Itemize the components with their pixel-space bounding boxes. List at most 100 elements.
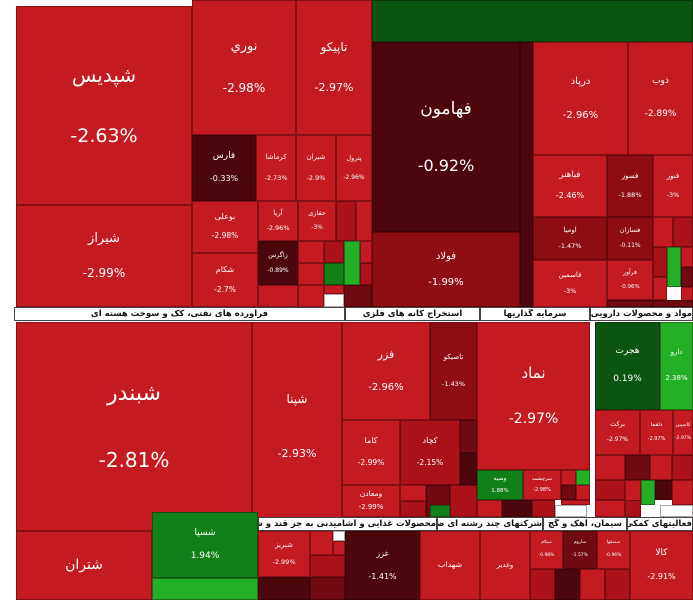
treemap-cell-micro[interactable] xyxy=(450,485,477,517)
treemap-cell[interactable]: زاگرس -0.89% xyxy=(258,241,298,285)
treemap-cell[interactable]: كرماشا -2.73% xyxy=(256,135,296,201)
treemap-cell[interactable]: ساروم -1.57% xyxy=(563,531,597,569)
treemap-cell-micro[interactable] xyxy=(324,263,344,285)
treemap-cell-micro[interactable] xyxy=(400,485,426,501)
treemap-cell-micro[interactable] xyxy=(298,285,324,307)
treemap-cell-micro[interactable] xyxy=(336,201,356,241)
treemap-cell[interactable]: شیران -2.9% xyxy=(296,135,336,201)
treemap-cell[interactable]: آریا -2.96% xyxy=(258,201,298,241)
treemap-cell-micro[interactable] xyxy=(460,453,477,485)
treemap-cell-micro[interactable] xyxy=(555,505,587,517)
treemap-cell[interactable]: فولاد -1.99% xyxy=(372,232,520,307)
treemap-cell[interactable]: کاما -2.99% xyxy=(342,420,400,485)
treemap-cell-micro[interactable] xyxy=(520,42,533,307)
treemap-cell-micro[interactable] xyxy=(653,277,667,300)
treemap-cell-micro[interactable] xyxy=(502,500,532,517)
treemap-cell-micro[interactable] xyxy=(477,500,502,517)
treemap-cell[interactable]: فسازان -0.11% xyxy=(607,217,653,260)
treemap-cell-micro[interactable] xyxy=(595,480,625,500)
treemap-cell[interactable]: تاصیکو -1.43% xyxy=(430,322,477,420)
treemap-cell-micro[interactable] xyxy=(460,420,477,453)
treemap-cell[interactable]: وصیه 1.88% xyxy=(477,470,523,500)
treemap-cell[interactable]: اومیا -1.47% xyxy=(533,217,607,260)
treemap-cell-micro[interactable] xyxy=(681,267,693,287)
treemap-cell-micro[interactable] xyxy=(667,247,681,287)
treemap-cell-micro[interactable] xyxy=(344,241,360,285)
treemap-cell[interactable]: هجرت 0.19% xyxy=(595,322,660,410)
treemap-cell-micro[interactable] xyxy=(555,569,580,600)
treemap-cell[interactable]: سصفها -0.96% xyxy=(597,531,630,569)
treemap-cell[interactable]: برکت -2.97% xyxy=(595,410,640,455)
treemap-cell[interactable]: دلقما -2.97% xyxy=(640,410,673,455)
treemap-cell-micro[interactable] xyxy=(258,577,310,600)
treemap-cell-micro[interactable] xyxy=(625,500,641,517)
treemap-cell-micro[interactable] xyxy=(561,485,576,500)
treemap-cell-micro[interactable] xyxy=(298,263,324,285)
treemap-cell[interactable]: بوعلی -2.98% xyxy=(192,201,258,253)
treemap-cell-micro[interactable] xyxy=(650,455,672,480)
treemap-cell-micro[interactable] xyxy=(673,217,693,247)
treemap-cell[interactable]: فنور -3% xyxy=(653,155,693,217)
treemap-cell-micro[interactable] xyxy=(310,531,333,555)
treemap-cell-micro[interactable] xyxy=(653,300,693,307)
treemap-cell-micro[interactable] xyxy=(561,500,590,505)
treemap-cell-micro[interactable] xyxy=(580,569,605,600)
treemap-cell-micro[interactable] xyxy=(152,578,258,600)
treemap-cell-micro[interactable] xyxy=(324,241,344,263)
treemap-cell[interactable]: فسوز -1.88% xyxy=(607,155,653,217)
treemap-cell[interactable]: شسپا 1.94% xyxy=(152,512,258,578)
treemap-cell[interactable]: کالا -2.91% xyxy=(630,531,693,600)
treemap-cell-micro[interactable] xyxy=(430,505,450,517)
treemap-cell-micro[interactable] xyxy=(324,294,344,307)
treemap-cell-micro[interactable] xyxy=(360,241,372,263)
treemap-cell[interactable]: تاپیکو -2.97% xyxy=(296,0,372,135)
treemap-cell[interactable]: شیراز -2.99% xyxy=(16,205,192,307)
treemap-cell-micro[interactable] xyxy=(653,217,673,247)
treemap-cell-micro[interactable] xyxy=(681,247,693,267)
treemap-cell-micro[interactable] xyxy=(298,241,324,263)
treemap-cell-micro[interactable] xyxy=(372,0,693,42)
treemap-cell[interactable]: فهامون -0.92% xyxy=(372,42,520,232)
treemap-cell-micro[interactable] xyxy=(258,285,298,307)
treemap-cell[interactable]: کچاد -2.15% xyxy=(400,420,460,485)
treemap-cell[interactable]: درپاد -2.96% xyxy=(533,42,628,155)
treemap-cell[interactable]: فارس -0.33% xyxy=(192,135,256,201)
treemap-cell-micro[interactable] xyxy=(672,480,693,505)
treemap-cell-micro[interactable] xyxy=(605,569,630,600)
treemap-cell[interactable]: فباهنر -2.46% xyxy=(533,155,607,217)
treemap-cell-micro[interactable] xyxy=(576,470,590,485)
treemap-cell[interactable]: شكام -2.7% xyxy=(192,253,258,307)
treemap-cell-micro[interactable] xyxy=(324,285,344,294)
treemap-cell-micro[interactable] xyxy=(310,555,345,577)
treemap-cell[interactable]: فزر -2.96% xyxy=(342,322,430,420)
treemap-cell[interactable]: ذوب -2.89% xyxy=(628,42,693,155)
treemap-cell-micro[interactable] xyxy=(532,500,555,517)
treemap-cell[interactable]: شپدیس -2.63% xyxy=(16,6,192,205)
treemap-cell[interactable]: وغدیر xyxy=(480,531,530,600)
treemap-cell[interactable]: سرچشمه -2.98% xyxy=(523,470,561,500)
treemap-cell[interactable]: نماد -2.97% xyxy=(477,322,590,470)
treemap-cell-micro[interactable] xyxy=(530,569,555,600)
treemap-cell[interactable]: پترول -2.96% xyxy=(336,135,372,201)
treemap-cell[interactable]: شبندر -2.81% xyxy=(16,322,252,531)
treemap-cell-micro[interactable] xyxy=(356,201,372,241)
treemap-cell[interactable]: دارو 2.38% xyxy=(660,322,693,410)
treemap-cell-micro[interactable] xyxy=(653,247,667,277)
treemap-cell[interactable]: فرآور -0.96% xyxy=(607,260,653,300)
treemap-cell[interactable]: نوري -2.98% xyxy=(192,0,296,135)
treemap-cell[interactable]: حفاری -3% xyxy=(298,201,336,241)
treemap-cell-micro[interactable] xyxy=(333,541,345,555)
treemap-cell-micro[interactable] xyxy=(595,455,625,480)
treemap-cell-micro[interactable] xyxy=(333,531,345,541)
treemap-cell[interactable]: شپنا -2.93% xyxy=(252,322,342,531)
treemap-cell-micro[interactable] xyxy=(344,285,372,307)
treemap-cell-micro[interactable] xyxy=(660,505,693,517)
treemap-cell-micro[interactable] xyxy=(672,455,693,480)
treemap-cell-micro[interactable] xyxy=(655,480,672,500)
treemap-cell-micro[interactable] xyxy=(561,470,576,485)
treemap-cell-micro[interactable] xyxy=(360,263,372,285)
treemap-cell-micro[interactable] xyxy=(576,485,590,500)
treemap-cell[interactable]: کاسپین -2.97% xyxy=(673,410,693,455)
treemap-cell-micro[interactable] xyxy=(625,455,650,480)
treemap-cell[interactable]: شبریز -2.99% xyxy=(258,531,310,577)
